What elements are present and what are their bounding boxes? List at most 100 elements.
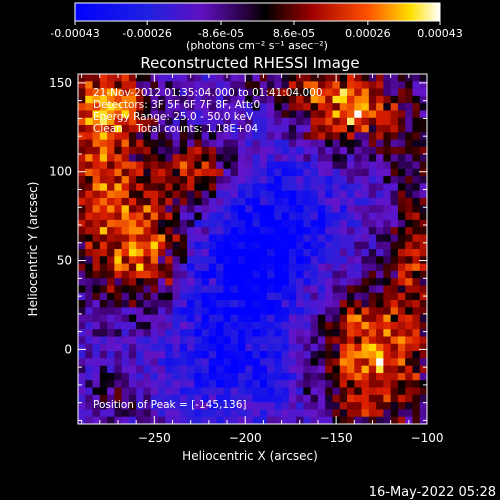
heatmap-cell bbox=[274, 329, 283, 337]
heatmap-cell bbox=[179, 205, 188, 214]
heatmap-cell bbox=[99, 249, 108, 257]
heatmap-cell bbox=[107, 336, 115, 345]
heatmap-cell bbox=[187, 227, 195, 235]
heatmap-cell bbox=[317, 329, 326, 337]
heatmap-cell bbox=[172, 402, 181, 410]
heatmap-cell bbox=[405, 227, 413, 235]
heatmap-cell bbox=[383, 358, 392, 367]
heatmap-cell bbox=[361, 227, 370, 235]
heatmap-cell bbox=[310, 387, 319, 396]
heatmap-cell bbox=[390, 416, 399, 424]
heatmap-cell bbox=[317, 241, 326, 250]
heatmap-cell bbox=[383, 154, 392, 162]
heatmap-cell bbox=[347, 292, 355, 301]
heatmap-cell bbox=[179, 409, 188, 418]
heatmap-cell bbox=[296, 292, 304, 301]
heatmap-cell bbox=[237, 300, 246, 308]
heatmap-cell bbox=[187, 146, 195, 155]
heatmap-cell bbox=[274, 256, 283, 265]
y-tick-label: 50 bbox=[57, 254, 72, 268]
heatmap-cell bbox=[99, 117, 108, 126]
heatmap-cell bbox=[376, 394, 384, 403]
heatmap-cell bbox=[303, 278, 312, 286]
heatmap-cell bbox=[165, 263, 174, 272]
heatmap-cell bbox=[397, 103, 406, 111]
heatmap-cell bbox=[128, 314, 137, 323]
heatmap-cell bbox=[208, 409, 217, 418]
heatmap-cell bbox=[390, 285, 399, 294]
heatmap-cell bbox=[347, 161, 355, 170]
heatmap-cell bbox=[223, 409, 232, 418]
heatmap-cell bbox=[237, 278, 246, 286]
heatmap-cell bbox=[397, 139, 406, 148]
heatmap-cell bbox=[281, 125, 290, 133]
heatmap-cell bbox=[201, 402, 210, 410]
heatmap-cell bbox=[230, 176, 239, 184]
heatmap-cell bbox=[390, 190, 399, 199]
heatmap-cell bbox=[361, 95, 370, 104]
heatmap-cell bbox=[339, 263, 348, 272]
heatmap-cell bbox=[339, 394, 348, 403]
heatmap-cell bbox=[259, 336, 268, 345]
heatmap-cell bbox=[397, 394, 406, 403]
heatmap-cell bbox=[223, 300, 232, 308]
heatmap-cell bbox=[143, 81, 152, 90]
heatmap-cell bbox=[237, 234, 246, 243]
heatmap-cell bbox=[85, 329, 94, 337]
heatmap-cell bbox=[143, 351, 152, 359]
heatmap-cell bbox=[230, 321, 239, 330]
heatmap-cell bbox=[143, 292, 152, 301]
heatmap-cell bbox=[368, 125, 377, 133]
heatmap-cell bbox=[310, 307, 319, 316]
heatmap-cell bbox=[128, 278, 137, 286]
heatmap-cell bbox=[376, 219, 384, 228]
heatmap-cell bbox=[194, 110, 203, 119]
heatmap-cell bbox=[143, 263, 152, 272]
heatmap-cell bbox=[332, 256, 341, 265]
heatmap-cell bbox=[245, 212, 253, 221]
heatmap-cell bbox=[216, 205, 224, 214]
heatmap-cell bbox=[383, 292, 392, 301]
heatmap-cell bbox=[107, 278, 115, 286]
heatmap-cell bbox=[419, 241, 427, 250]
heatmap-cell bbox=[361, 278, 370, 286]
heatmap-cell bbox=[368, 336, 377, 345]
heatmap-cell bbox=[332, 205, 341, 214]
heatmap-cell bbox=[128, 380, 137, 389]
heatmap-cell bbox=[361, 329, 370, 337]
heatmap-cell bbox=[339, 168, 348, 177]
heatmap-cell bbox=[114, 125, 123, 133]
heatmap-cell bbox=[281, 103, 290, 111]
heatmap-cell bbox=[368, 300, 377, 308]
heatmap-cell bbox=[303, 372, 312, 381]
heatmap-cell bbox=[325, 249, 333, 257]
heatmap-cell bbox=[230, 183, 239, 192]
heatmap-cell bbox=[310, 285, 319, 294]
heatmap-cell bbox=[303, 387, 312, 396]
heatmap-cell bbox=[92, 263, 101, 272]
heatmap-cell bbox=[172, 212, 181, 221]
heatmap-cell bbox=[288, 314, 297, 323]
heatmap-cell bbox=[150, 387, 159, 396]
heatmap-cell bbox=[361, 256, 370, 265]
heatmap-cell bbox=[107, 183, 115, 192]
heatmap-cell bbox=[383, 329, 392, 337]
heatmap-cell bbox=[165, 321, 174, 330]
heatmap-cell bbox=[267, 263, 275, 272]
heatmap-cell bbox=[201, 285, 210, 294]
heatmap-cell bbox=[259, 321, 268, 330]
heatmap-cell bbox=[332, 351, 341, 359]
heatmap-cell bbox=[165, 227, 174, 235]
heatmap-cell bbox=[390, 372, 399, 381]
heatmap-cell bbox=[194, 219, 203, 228]
heatmap-cell bbox=[194, 234, 203, 243]
heatmap-cell bbox=[223, 212, 232, 221]
heatmap-cell bbox=[230, 125, 239, 133]
heatmap-cell bbox=[143, 394, 152, 403]
heatmap-cell bbox=[78, 212, 86, 221]
heatmap-cell bbox=[288, 409, 297, 418]
heatmap-cell bbox=[208, 197, 217, 206]
heatmap-cell bbox=[339, 314, 348, 323]
heatmap-cell bbox=[267, 249, 275, 257]
heatmap-cell bbox=[78, 234, 86, 243]
